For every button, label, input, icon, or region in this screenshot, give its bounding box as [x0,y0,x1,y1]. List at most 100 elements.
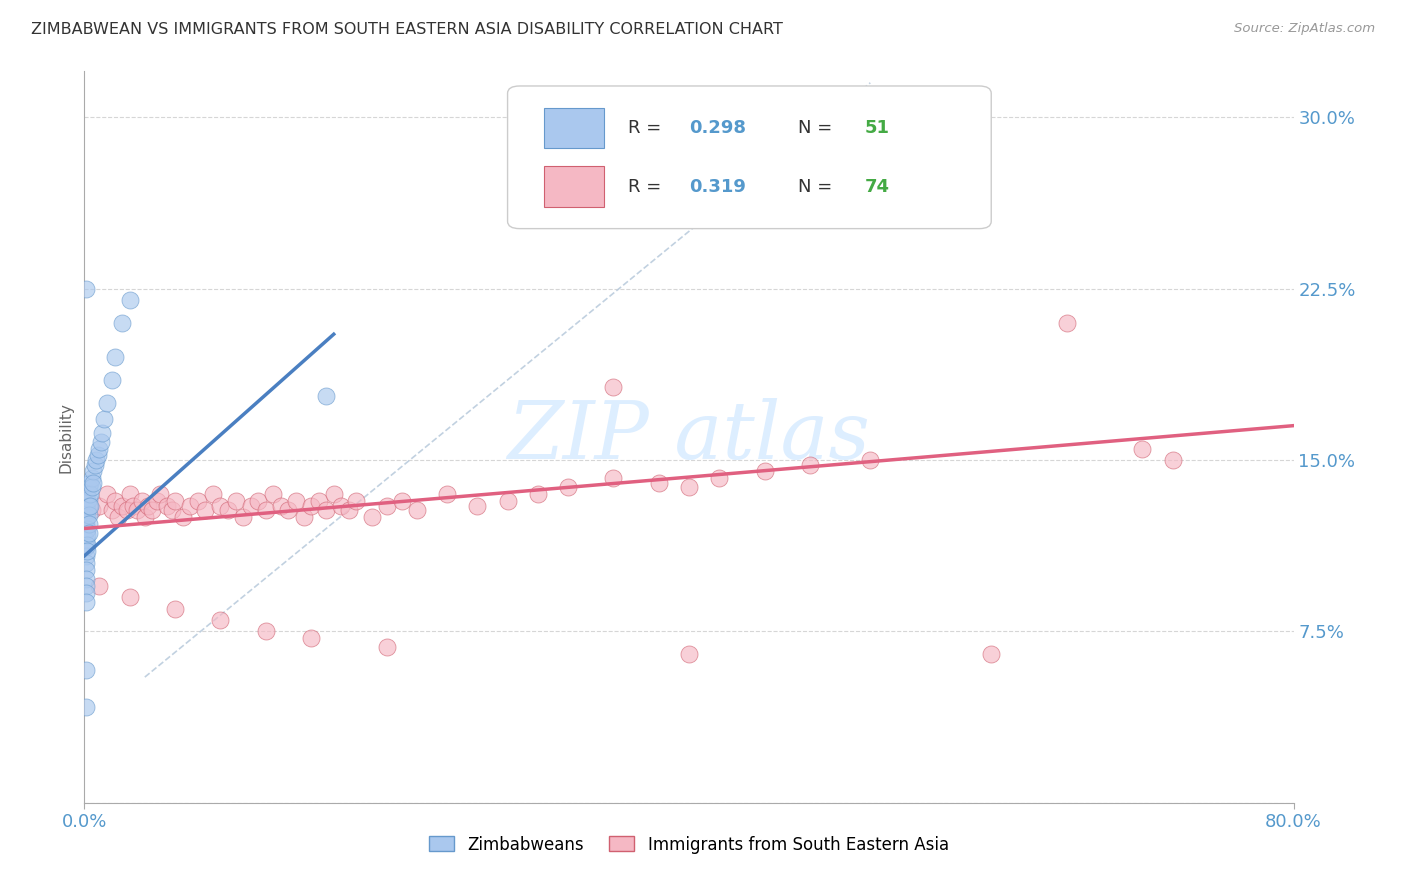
Point [799,458,821,472]
Point [111,499,134,513]
Point [75,563,97,577]
FancyBboxPatch shape [544,108,605,148]
Point [247,494,270,508]
Text: R =: R = [628,178,668,196]
Point [315,389,337,403]
Point [201,487,224,501]
Point [75,506,97,520]
Point [602,380,624,394]
Point [77,516,100,531]
Point [77,480,100,494]
Point [156,499,179,513]
Point [308,494,330,508]
Point [292,510,315,524]
Text: N =: N = [797,120,838,137]
Point [254,624,277,639]
Point [209,499,232,513]
Point [136,499,159,513]
Point [100,373,122,387]
Point [75,524,97,538]
Point [75,549,97,563]
Point [111,316,134,330]
Point [75,585,97,599]
Point [557,480,579,494]
Point [299,499,322,513]
Point [115,503,138,517]
Text: 51: 51 [865,120,889,137]
Point [127,503,149,517]
Point [75,572,97,586]
Point [75,540,97,554]
Point [187,494,209,508]
Point [232,510,254,524]
Point [754,464,776,478]
Point [678,647,700,661]
Point [194,503,217,517]
Point [75,516,97,531]
Point [160,503,183,517]
Text: 0.319: 0.319 [689,178,745,196]
Point [496,494,519,508]
Text: ZIMBABWEAN VS IMMIGRANTS FROM SOUTH EASTERN ASIA DISABILITY CORRELATION CHART: ZIMBABWEAN VS IMMIGRANTS FROM SOUTH EAST… [31,22,783,37]
Point [254,503,277,517]
Point [360,510,382,524]
Point [262,487,284,501]
Text: ZIP atlas: ZIP atlas [508,399,870,475]
Point [165,601,187,615]
Point [104,350,127,364]
Point [527,487,550,501]
Point [77,526,100,541]
Point [322,487,344,501]
Point [77,508,100,522]
Point [299,632,322,646]
Point [1161,453,1184,467]
Point [76,537,98,551]
Point [179,499,201,513]
Point [79,475,101,490]
Point [89,579,111,593]
Point [172,510,194,524]
Point [980,647,1002,661]
Point [602,471,624,485]
Text: N =: N = [797,178,838,196]
Point [859,453,882,467]
Point [104,494,127,508]
Point [89,442,111,456]
Point [91,425,114,440]
Point [141,503,163,517]
Point [315,503,337,517]
Point [75,512,97,526]
Point [270,499,292,513]
Point [239,499,262,513]
Point [90,434,112,449]
Point [87,449,110,463]
Point [118,293,141,307]
Point [77,491,100,506]
Point [75,579,97,593]
Point [77,499,100,513]
Point [337,503,360,517]
Point [121,499,143,513]
Point [285,494,308,508]
Point [89,499,111,513]
Point [277,503,299,517]
Point [330,499,353,513]
Point [904,110,927,124]
Point [118,487,141,501]
Point [82,475,104,490]
Point [346,494,368,508]
Point [225,494,247,508]
Point [79,499,101,513]
Point [80,471,103,485]
Point [80,480,103,494]
Text: 0.298: 0.298 [689,120,747,137]
Point [1130,442,1153,456]
Legend: Zimbabweans, Immigrants from South Eastern Asia: Zimbabweans, Immigrants from South Easte… [423,829,955,860]
Point [76,510,98,524]
Point [79,487,101,501]
Point [75,699,97,714]
FancyBboxPatch shape [544,167,605,207]
Point [84,458,107,472]
Point [75,663,97,677]
Point [375,640,398,655]
